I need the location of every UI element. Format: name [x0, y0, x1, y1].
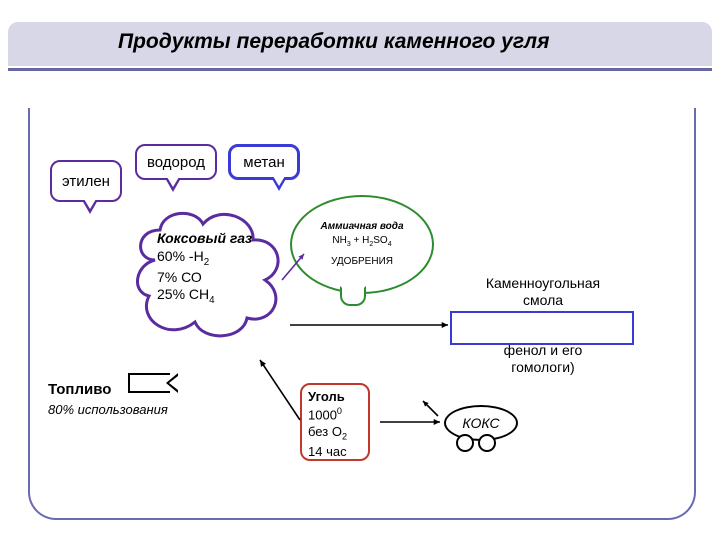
- coke-wheel: [478, 434, 496, 452]
- coke-wheel: [456, 434, 474, 452]
- ammonia-water: Аммиачная вода NH3 + H2SO4 УДОБРЕНИЯ: [290, 195, 434, 294]
- coke-gas-text: Коксовый газ 60% -H2 7% СО 25% СН4: [157, 230, 267, 307]
- callout-tail-mask: [84, 199, 96, 209]
- ammonia-title: Аммиачная вода: [320, 220, 403, 234]
- callout-tail-mask: [273, 176, 285, 186]
- ammonia-formula: NH3 + H2SO4: [332, 234, 391, 250]
- coal-tar-box: [450, 311, 634, 345]
- coal-box: Уголь 10000 без О2 14 час: [300, 383, 370, 461]
- page-title: Продукты переработки каменного угля: [118, 30, 549, 54]
- callout-methane: метан: [228, 144, 300, 180]
- callout-ethylene-label: этилен: [62, 173, 110, 190]
- callout-methane-label: метан: [243, 154, 284, 171]
- coke-gas-title: Коксовый газ: [157, 230, 252, 246]
- callout-ethylene: этилен: [50, 160, 122, 202]
- ammonia-note: УДОБРЕНИЯ: [331, 255, 393, 269]
- ammonia-tail: [340, 286, 366, 306]
- callout-tail-mask: [167, 177, 179, 187]
- title-underline: [8, 68, 712, 71]
- callout-hydrogen: водород: [135, 144, 217, 180]
- coke-gas-cloud: Коксовый газ 60% -H2 7% СО 25% СН4: [135, 210, 285, 340]
- fuel-label: Топливо 80% использования: [48, 380, 188, 419]
- callout-hydrogen-label: водород: [147, 154, 205, 171]
- coke-label: КОКС: [462, 415, 499, 431]
